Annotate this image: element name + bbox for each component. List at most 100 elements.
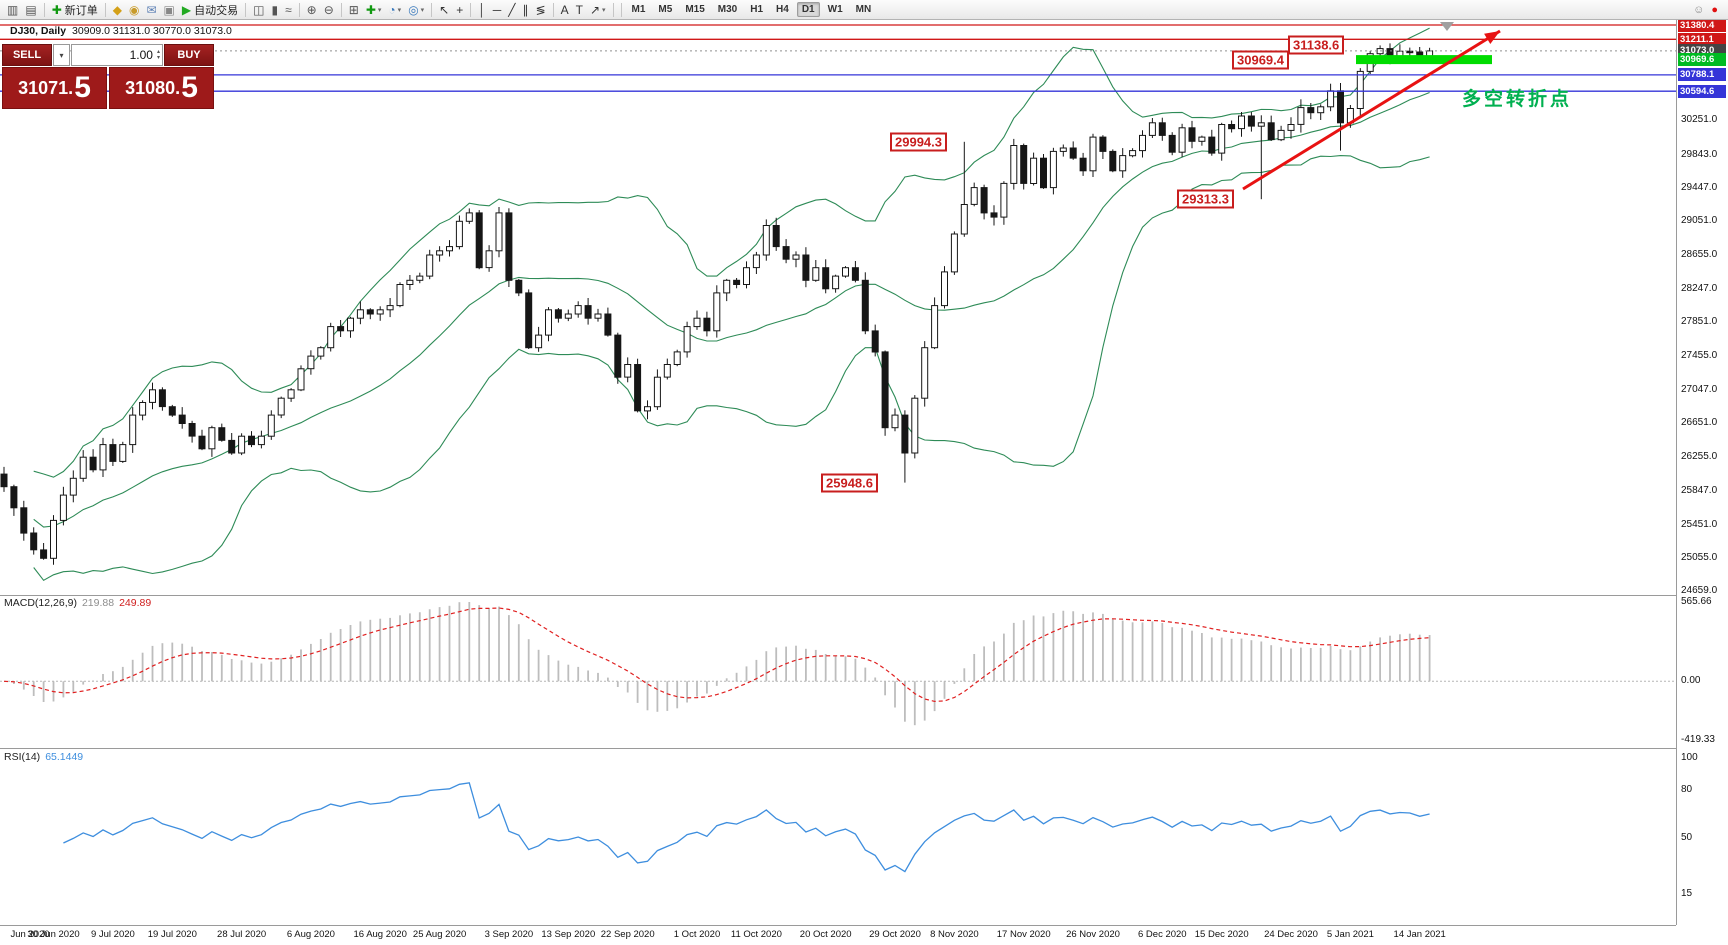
autotrade-button[interactable]: ▶ 自动交易 <box>179 1 241 18</box>
bars-chart-icon[interactable]: ◫ <box>250 1 267 18</box>
order-type-dropdown[interactable]: ▾ <box>53 44 70 66</box>
mailbox-icon: ✉ <box>146 2 157 17</box>
time-axis-label: 30 Jun 2020 <box>27 929 80 940</box>
macd-signal-line <box>3 607 1430 703</box>
time-axis-separator <box>0 925 1676 926</box>
price-label-annotation[interactable]: 31138.6 <box>1288 35 1345 55</box>
macd-signal-value: 249.89 <box>119 597 152 609</box>
channel-icon[interactable]: ∥ <box>520 1 532 18</box>
label-tool-icon[interactable]: T <box>573 1 586 18</box>
price-axis-line-label: 31211.1 <box>1678 32 1726 46</box>
horizontal-line-icon: ─ <box>492 2 502 17</box>
fibonacci-icon[interactable]: ≶ <box>533 1 549 18</box>
toolbar-separator <box>470 2 472 17</box>
time-axis-label: Jun 2020 <box>10 929 50 940</box>
chevron-down-icon: ▾ <box>602 6 606 14</box>
profiles-icon[interactable]: ◔ ▾ <box>385 1 404 18</box>
indicators-icon: ◎ <box>408 2 419 17</box>
chart-note-annotation[interactable]: 多空转折点 <box>1462 89 1573 110</box>
price-axis-tick: 27047.0 <box>1681 384 1718 396</box>
candle-chart-icon[interactable]: ▮ <box>268 1 281 18</box>
crosshair-icon[interactable]: + <box>453 1 466 18</box>
macd-axis-tick: 565.66 <box>1681 596 1712 607</box>
price-axis-line-label: 30788.1 <box>1678 68 1726 82</box>
toolbar-separator <box>612 2 614 17</box>
price-label-annotation[interactable]: 29994.3 <box>890 132 947 152</box>
panel-separator[interactable] <box>0 748 1676 749</box>
price-label-annotation[interactable]: 25948.6 <box>821 473 878 493</box>
charts-window-icon[interactable]: ▥ <box>4 1 21 18</box>
price-axis-tick: 27851.0 <box>1681 316 1718 328</box>
indicators-icon[interactable]: ◎ ▾ <box>405 1 427 18</box>
timeframe-m5[interactable]: M5 <box>658 4 673 15</box>
timeframe-d1[interactable]: D1 <box>796 2 820 17</box>
timeframe-m15[interactable]: M15 <box>685 4 705 15</box>
sell-price[interactable]: 31071. 5 <box>2 67 107 109</box>
mailbox-icon[interactable]: ✉ <box>143 1 159 18</box>
price-axis-line-label: 30594.6 <box>1678 84 1726 98</box>
panel-separator[interactable] <box>0 595 1676 596</box>
timeframe-m1[interactable]: M1 <box>631 4 646 15</box>
horizontal-line-icon[interactable]: ─ <box>490 1 505 18</box>
new-order-button-icon: ✚ <box>51 2 62 17</box>
autotrade-button-label: 自动交易 <box>194 4 239 17</box>
chevron-down-icon: ▾ <box>377 6 382 14</box>
rsi-value: 65.1449 <box>45 751 84 763</box>
price-axis-tick: 28247.0 <box>1681 283 1718 294</box>
support-zone-line[interactable] <box>1356 55 1492 65</box>
timeframe-h1[interactable]: H1 <box>750 4 764 15</box>
arrow-tool-icon[interactable]: ↗ ▾ <box>587 1 609 18</box>
lot-stepper[interactable]: ▴ ▾ <box>157 49 160 61</box>
text-tool-icon[interactable]: A <box>558 1 572 18</box>
zoom-out-icon[interactable]: ⊖ <box>321 1 337 18</box>
alerts-icon: ◉ <box>128 2 140 17</box>
timeframe-mn[interactable]: MN <box>855 4 872 15</box>
candles-layer <box>0 43 1434 565</box>
toolbar-separator <box>431 2 433 17</box>
new-order-button[interactable]: ✚ 新订单 <box>49 1 101 18</box>
macd-histogram <box>0 602 1676 726</box>
vertical-line-icon[interactable]: │ <box>475 1 489 18</box>
symbol-period-label: DJ30, Daily <box>10 25 67 37</box>
tile-windows-icon[interactable]: ⊞ <box>346 1 362 18</box>
bollinger-bands-layer <box>33 27 1430 582</box>
sell-price-main: 31071. <box>18 77 74 98</box>
rsi-line <box>63 782 1430 873</box>
price-axis-tick: 30251.0 <box>1681 114 1718 126</box>
price-label-annotation[interactable]: 30969.4 <box>1232 50 1289 70</box>
support-zone-layer[interactable] <box>1356 55 1492 65</box>
alerts-icon[interactable]: ◉ <box>126 1 142 18</box>
price-axis-tick: 28655.0 <box>1681 248 1718 260</box>
timeframe-w1[interactable]: W1 <box>827 4 843 15</box>
time-axis-label: 13 Sep 2020 <box>541 929 596 940</box>
notification-dot[interactable]: ● <box>1711 3 1718 16</box>
market-icon[interactable]: ▣ <box>161 1 178 18</box>
price-label-annotation[interactable]: 29313.3 <box>1177 189 1234 209</box>
metaeditor-icon[interactable]: ◆ <box>110 1 125 18</box>
buy-price[interactable]: 31080. 5 <box>109 67 214 109</box>
timeframe-h4[interactable]: H4 <box>776 4 789 15</box>
price-axis-tick: 24659.0 <box>1681 585 1718 597</box>
chart-profile-icon[interactable]: ▤ <box>22 1 39 18</box>
horizontal-lines-layer[interactable] <box>0 24 1676 92</box>
trend-arrow[interactable] <box>1242 29 1501 191</box>
label-tool-icon: T <box>575 2 583 17</box>
price-axis-tick: 27455.0 <box>1681 349 1718 361</box>
lot-size-input[interactable]: 1.00 ▴ ▾ <box>71 44 163 66</box>
zoom-in-icon[interactable]: ⊕ <box>304 1 320 18</box>
add-chart-icon[interactable]: ✚ ▾ <box>363 1 385 18</box>
trendline-icon[interactable]: ╱ <box>505 1 518 18</box>
community-icon[interactable]: ☺ <box>1693 3 1705 16</box>
spin-up-icon[interactable]: ▴ <box>156 49 160 55</box>
spin-down-icon[interactable]: ▾ <box>156 55 160 61</box>
timeframe-m30[interactable]: M30 <box>717 4 738 15</box>
sell-button[interactable]: SELL <box>2 44 52 66</box>
buy-button[interactable]: BUY <box>164 44 214 66</box>
line-chart-icon[interactable]: ≈ <box>282 1 295 18</box>
sell-price-big-digit: 5 <box>74 71 91 104</box>
charts-window-icon: ▥ <box>7 2 19 17</box>
chart-shift-marker[interactable] <box>1440 22 1454 31</box>
cursor-icon[interactable]: ↖ <box>436 1 452 18</box>
time-axis-label: 28 Jul 2020 <box>217 929 267 940</box>
